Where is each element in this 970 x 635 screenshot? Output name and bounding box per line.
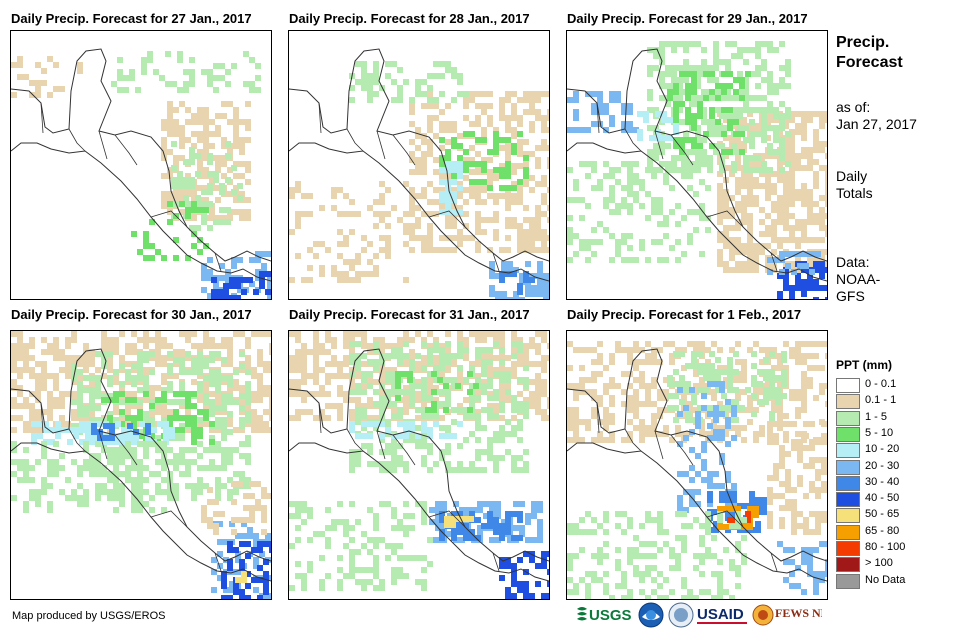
panel-title-4: Daily Precip. Forecast for 30 Jan., 2017 — [11, 307, 252, 322]
legend-label: No Data — [865, 573, 906, 586]
country-borders — [596, 102, 778, 272]
fewsnet-logo: FEWS NET — [752, 602, 837, 628]
legend-label: 80 - 100 — [865, 541, 906, 553]
panel-title-5: Daily Precip. Forecast for 31 Jan., 2017 — [289, 307, 530, 322]
precip-map — [11, 331, 271, 599]
country-borders — [318, 402, 500, 572]
as-of-date: Jan 27, 2017 — [836, 116, 917, 132]
country-borders — [40, 402, 222, 572]
legend-label: 0 - 0.1 — [865, 378, 897, 390]
usaid-logo: USAID — [696, 602, 750, 628]
country-borders — [318, 102, 500, 272]
as-of-label: as of: — [836, 99, 871, 115]
legend-swatch — [836, 459, 860, 475]
coastline — [567, 348, 827, 562]
legend-label: 10 - 20 — [865, 443, 900, 456]
data-source-block: Data: NOAA- GFS — [836, 254, 880, 305]
legend-swatch — [836, 573, 860, 589]
side-title-line2: Forecast — [836, 54, 903, 71]
legend-label: 0.1 - 1 — [865, 394, 897, 407]
legend-label: 40 - 50 — [865, 492, 900, 505]
map-panel-3 — [566, 30, 828, 300]
legend-label: 65 - 80 — [865, 524, 900, 537]
daily-label: Daily — [836, 168, 868, 184]
precip-map — [289, 48, 549, 299]
country-borders — [596, 402, 778, 572]
data-source-line2: GFS — [836, 288, 865, 304]
country-borders — [40, 102, 222, 272]
precip-map — [289, 331, 549, 599]
map-panel-2 — [288, 30, 550, 300]
legend-swatch — [836, 557, 860, 573]
credit-text: Map produced by USGS/EROS — [12, 610, 166, 622]
as-of-block: as of: Jan 27, 2017 — [836, 99, 917, 133]
legend-swatch — [836, 475, 860, 491]
legend-label: > 100 — [865, 557, 893, 570]
usgs-logo-text: USGS — [589, 607, 632, 624]
precip-map — [11, 48, 271, 299]
fewsnet-logo-text: FEWS NET — [775, 606, 822, 620]
side-title: Precip. Forecast — [836, 33, 903, 73]
panel-title-3: Daily Precip. Forecast for 29 Jan., 2017 — [567, 11, 808, 26]
noaa-logo — [638, 602, 664, 628]
legend-label: 50 - 65 — [865, 508, 900, 521]
coastline — [567, 48, 827, 262]
map-panel-1 — [10, 30, 272, 300]
legend-swatch — [836, 508, 860, 524]
data-label: Data: — [836, 254, 870, 270]
legend-swatch — [836, 394, 860, 410]
side-title-line1: Precip. — [836, 34, 890, 51]
legend-label: 20 - 30 — [865, 459, 900, 472]
legend-swatch — [836, 541, 860, 556]
data-source-line1: NOAA- — [836, 271, 881, 287]
panel-title-2: Daily Precip. Forecast for 28 Jan., 2017 — [289, 11, 530, 26]
map-panel-4 — [10, 330, 272, 600]
precip-map — [567, 41, 827, 299]
legend-title: PPT (mm) — [836, 358, 893, 372]
legend-swatch — [836, 524, 860, 540]
panel-title-6: Daily Precip. Forecast for 1 Feb., 2017 — [567, 307, 802, 322]
usgs-logo: USGS — [576, 602, 636, 628]
legend-label: 1 - 5 — [865, 410, 888, 423]
panel-title-1: Daily Precip. Forecast for 27 Jan., 2017 — [11, 11, 252, 26]
coastline — [289, 348, 549, 562]
map-panel-5 — [288, 330, 550, 600]
legend-label: 5 - 10 — [865, 426, 894, 439]
usaid-logo-text: USAID — [697, 606, 744, 623]
coastline — [11, 348, 271, 562]
legend-swatch — [836, 492, 860, 508]
legend-swatch — [836, 443, 860, 459]
legend-swatch — [836, 426, 860, 442]
totals-label: Totals — [836, 185, 873, 201]
coastline — [11, 48, 271, 262]
map-panel-6 — [566, 330, 828, 600]
daily-totals-block: Daily Totals — [836, 168, 873, 202]
precip-map — [567, 341, 827, 599]
legend-swatch — [836, 410, 860, 426]
coastline — [289, 48, 549, 262]
legend-label: 30 - 40 — [865, 475, 900, 488]
legend-swatch — [836, 378, 860, 393]
doc-seal-logo — [668, 602, 694, 628]
